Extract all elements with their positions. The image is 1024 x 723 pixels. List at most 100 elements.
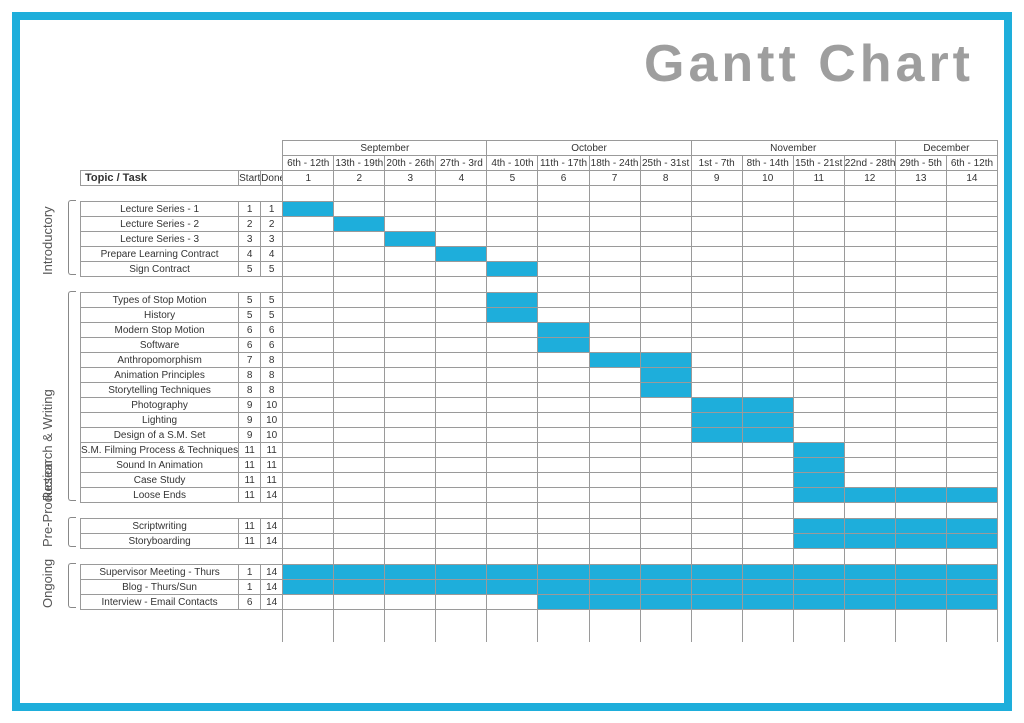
task-done: 14: [261, 534, 283, 549]
task-row: Storyboarding1114: [81, 534, 998, 549]
gantt-bar-cell: [895, 488, 946, 503]
gantt-bar-cell: [487, 308, 538, 323]
gantt-bar-cell: [691, 565, 742, 580]
gantt-chart: IntroductoryResearch & WritingPre-Produc…: [58, 140, 996, 683]
task-start: 6: [239, 323, 261, 338]
task-start: 11: [239, 458, 261, 473]
task-start: 11: [239, 519, 261, 534]
gantt-bar-cell: [283, 565, 334, 580]
gantt-bar-cell: [742, 565, 793, 580]
task-start: 9: [239, 413, 261, 428]
gantt-bar-cell: [283, 580, 334, 595]
done-header: Done: [261, 171, 283, 186]
week-range: 18th - 24th: [589, 156, 640, 171]
task-name: Lighting: [81, 413, 239, 428]
gantt-bar-cell: [691, 580, 742, 595]
week-range: 15th - 21st: [793, 156, 844, 171]
week-range: 11th - 17th: [538, 156, 589, 171]
task-row: Case Study1111: [81, 473, 998, 488]
section-bracket: [68, 291, 76, 501]
gantt-bar-cell: [589, 580, 640, 595]
week-number: 3: [385, 171, 436, 186]
spacer-row: [81, 626, 998, 642]
week-number: 13: [895, 171, 946, 186]
task-name: History: [81, 308, 239, 323]
gantt-bar-cell: [385, 565, 436, 580]
week-range: 27th - 3rd: [436, 156, 487, 171]
week-number: 6: [538, 171, 589, 186]
gantt-bar-cell: [436, 247, 487, 262]
task-done: 6: [261, 323, 283, 338]
gantt-bar-cell: [487, 565, 538, 580]
week-range: 6th - 12th: [283, 156, 334, 171]
gantt-bar-cell: [742, 595, 793, 610]
gantt-bar-cell: [844, 595, 895, 610]
gantt-bar-cell: [793, 458, 844, 473]
week-number: 9: [691, 171, 742, 186]
task-done: 3: [261, 232, 283, 247]
section-label: Introductory: [40, 206, 55, 275]
gantt-bar-cell: [844, 488, 895, 503]
section-bracket: [68, 200, 76, 275]
gantt-bar-cell: [589, 353, 640, 368]
task-start: 5: [239, 293, 261, 308]
gantt-bar-cell: [895, 534, 946, 549]
gantt-bar-cell: [640, 383, 691, 398]
section-bracket: [68, 563, 76, 608]
week-range: 1st - 7th: [691, 156, 742, 171]
task-name: Storyboarding: [81, 534, 239, 549]
gantt-table: SeptemberOctoberNovemberDecember6th - 12…: [80, 140, 998, 642]
week-range: 8th - 14th: [742, 156, 793, 171]
task-done: 4: [261, 247, 283, 262]
task-row: Scriptwriting1114: [81, 519, 998, 534]
month-header: October: [487, 141, 691, 156]
task-row: History55: [81, 308, 998, 323]
gantt-bar-cell: [946, 565, 997, 580]
task-row: Sign Contract55: [81, 262, 998, 277]
task-start: 6: [239, 595, 261, 610]
task-name: Scriptwriting: [81, 519, 239, 534]
task-name: Design of a S.M. Set: [81, 428, 239, 443]
task-name: Prepare Learning Contract: [81, 247, 239, 262]
gantt-bar-cell: [946, 595, 997, 610]
task-done: 14: [261, 595, 283, 610]
task-done: 14: [261, 565, 283, 580]
gantt-bar-cell: [691, 428, 742, 443]
task-start: 9: [239, 428, 261, 443]
task-row: Storytelling Techniques88: [81, 383, 998, 398]
task-start: 3: [239, 232, 261, 247]
task-done: 8: [261, 368, 283, 383]
gantt-bar-cell: [793, 473, 844, 488]
task-done: 5: [261, 293, 283, 308]
gantt-bar-cell: [793, 519, 844, 534]
gantt-bar-cell: [691, 398, 742, 413]
week-range: 20th - 26th: [385, 156, 436, 171]
task-name: Storytelling Techniques: [81, 383, 239, 398]
task-done: 10: [261, 413, 283, 428]
week-number: 12: [844, 171, 895, 186]
task-done: 5: [261, 308, 283, 323]
task-name: Photography: [81, 398, 239, 413]
gantt-bar-cell: [436, 580, 487, 595]
week-number: 14: [946, 171, 997, 186]
task-done: 14: [261, 580, 283, 595]
task-row: Lecture Series - 111: [81, 202, 998, 217]
task-done: 10: [261, 398, 283, 413]
task-row: Modern Stop Motion66: [81, 323, 998, 338]
task-start: 11: [239, 488, 261, 503]
gantt-bar-cell: [640, 368, 691, 383]
gantt-bar-cell: [538, 565, 589, 580]
task-done: 14: [261, 488, 283, 503]
month-header: December: [895, 141, 997, 156]
gantt-bar-cell: [742, 413, 793, 428]
gantt-bar-cell: [946, 519, 997, 534]
gantt-bar-cell: [844, 580, 895, 595]
task-name: Anthropomorphism: [81, 353, 239, 368]
week-number: 11: [793, 171, 844, 186]
task-start: 9: [239, 398, 261, 413]
task-start: 11: [239, 443, 261, 458]
task-done: 1: [261, 202, 283, 217]
task-row: Supervisor Meeting - Thurs114: [81, 565, 998, 580]
spacer-row: [81, 503, 998, 519]
gantt-bar-cell: [844, 565, 895, 580]
